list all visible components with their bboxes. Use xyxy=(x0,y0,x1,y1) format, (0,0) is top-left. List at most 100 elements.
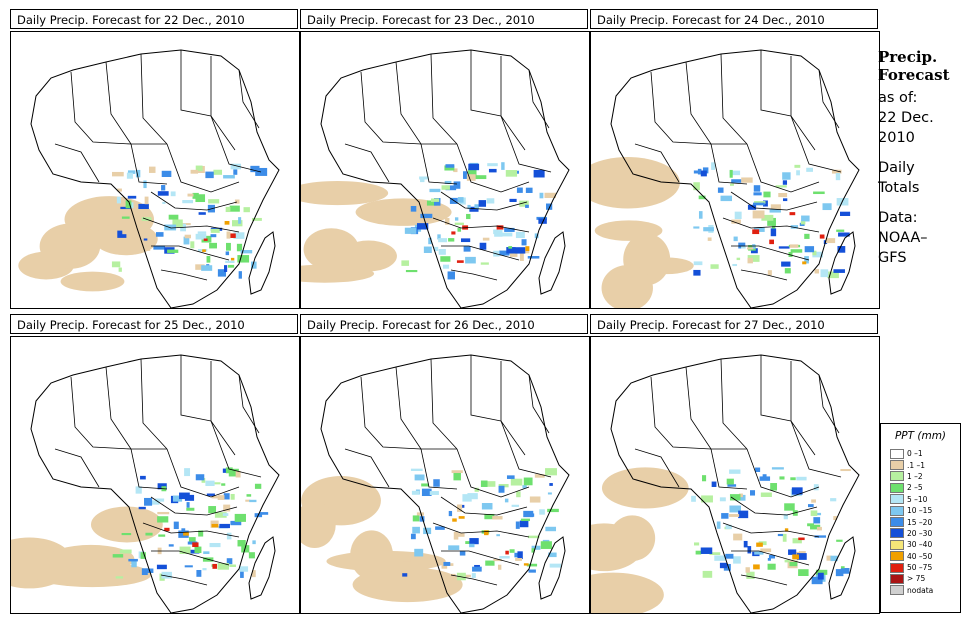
precip-cell xyxy=(141,568,148,576)
precip-cell xyxy=(754,551,764,555)
precip-cell xyxy=(536,216,548,220)
precip-cell xyxy=(549,483,553,486)
precip-cell xyxy=(533,169,545,178)
precip-cell xyxy=(251,217,262,221)
precip-cell xyxy=(433,479,440,487)
precip-cell xyxy=(444,180,452,185)
precip-cell xyxy=(747,204,757,210)
precip-cell xyxy=(243,207,250,213)
precip-cell xyxy=(811,499,816,503)
country-border xyxy=(746,143,820,193)
precip-cell xyxy=(248,552,255,559)
precip-cell xyxy=(465,256,476,264)
dry-patch xyxy=(39,223,101,269)
sidebar-info: Precip. Forecast as of: 22 Dec. 2010 Dai… xyxy=(878,48,950,268)
precip-cell xyxy=(474,175,487,180)
precip-cell xyxy=(474,487,479,492)
precip-cell xyxy=(837,246,846,253)
precip-cell xyxy=(538,218,547,224)
madagascar-outline xyxy=(538,536,566,600)
precip-cell xyxy=(519,200,529,207)
precip-cell xyxy=(479,242,487,250)
dry-patch xyxy=(93,222,158,256)
precip-cell xyxy=(700,170,707,177)
asof-date-2: 2010 xyxy=(878,130,915,146)
precip-cell xyxy=(206,493,215,496)
precip-cell xyxy=(448,510,453,517)
precip-cell xyxy=(827,271,839,279)
legend-item: 30 –40 xyxy=(881,539,960,550)
precip-cell xyxy=(217,563,229,570)
precip-cell xyxy=(716,521,721,529)
precip-cell xyxy=(457,227,462,232)
precip-cell xyxy=(156,564,167,570)
precip-cell xyxy=(693,269,701,276)
precip-cell xyxy=(433,246,439,252)
heavy-precip-cell xyxy=(769,239,775,245)
precip-cell xyxy=(195,264,205,270)
precip-cell xyxy=(496,534,500,537)
precip-cell xyxy=(812,250,817,256)
data-label: Data: xyxy=(878,210,918,226)
precip-cell xyxy=(789,561,798,567)
precip-cell xyxy=(437,234,441,240)
legend-label: nodata xyxy=(907,585,934,595)
country-border xyxy=(105,61,167,145)
precip-cell xyxy=(702,570,713,578)
precip-cell xyxy=(459,551,466,556)
precip-map xyxy=(590,31,880,309)
precip-cell xyxy=(714,555,726,561)
precip-cell xyxy=(168,544,174,547)
precip-cell xyxy=(447,271,455,280)
country-border xyxy=(395,366,457,450)
legend-swatch xyxy=(890,528,904,539)
precip-cell xyxy=(472,566,482,572)
precip-cell xyxy=(230,493,235,500)
precip-cell xyxy=(186,507,195,511)
heavy-precip-cell xyxy=(802,261,807,265)
forecast-panel-6: Daily Precip. Forecast for 27 Dec., 2010 xyxy=(590,314,880,614)
legend-item: nodata xyxy=(881,585,960,596)
precip-cell xyxy=(211,482,221,485)
precip-cell xyxy=(814,535,827,538)
precip-cell xyxy=(225,467,233,474)
legend-label: 2 –5 xyxy=(907,483,923,493)
precip-cell xyxy=(226,242,231,251)
precip-cell xyxy=(238,271,242,279)
precip-cell xyxy=(796,553,807,560)
legend-item: 1 –2 xyxy=(881,471,960,482)
country-border xyxy=(450,269,498,281)
country-border xyxy=(160,269,208,281)
precip-cell xyxy=(195,165,203,172)
precip-cell xyxy=(421,488,432,497)
legend-label: 50 –75 xyxy=(907,563,933,573)
precip-cell xyxy=(467,493,478,500)
heavy-precip-cell xyxy=(230,233,236,238)
precip-cell xyxy=(148,166,156,173)
precip-cell xyxy=(202,568,207,571)
precip-cell xyxy=(187,193,194,197)
country-border xyxy=(180,50,212,117)
precip-cell xyxy=(223,504,231,512)
precip-cell xyxy=(441,185,450,190)
precip-cell xyxy=(516,491,521,498)
precip-cell xyxy=(511,504,520,507)
daily-label-1: Daily xyxy=(878,160,915,176)
heavy-precip-cell xyxy=(230,257,235,261)
precip-cell xyxy=(414,474,425,481)
precip-cell xyxy=(482,237,490,241)
country-border xyxy=(470,355,502,422)
dry-patch xyxy=(90,506,163,543)
precip-cell xyxy=(493,559,502,562)
precip-cell xyxy=(747,546,752,554)
precip-cell xyxy=(508,246,513,249)
dry-patch xyxy=(301,501,336,548)
legend-item: .1 –1 xyxy=(881,459,960,471)
precip-cell xyxy=(770,483,778,491)
precip-cell xyxy=(250,165,260,173)
precip-cell xyxy=(767,563,776,570)
precip-cell xyxy=(528,535,540,539)
madagascar-outline xyxy=(248,536,276,600)
precip-cell xyxy=(116,196,121,204)
precip-cell xyxy=(468,163,480,171)
